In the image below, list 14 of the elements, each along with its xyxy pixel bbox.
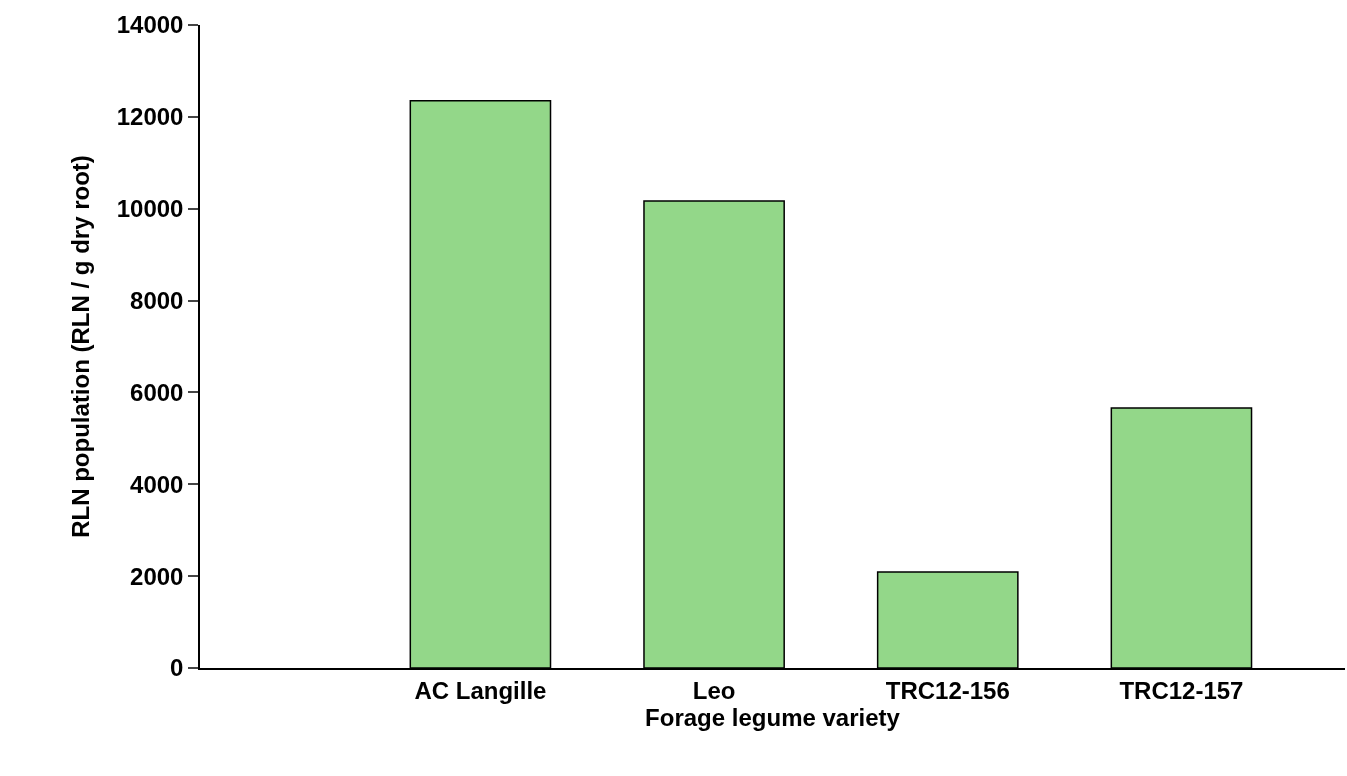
y-tick-label: 14000 bbox=[116, 11, 184, 39]
y-axis-title: RLN population (RLN / g dry root) bbox=[67, 155, 95, 538]
y-tick-label: 4000 bbox=[130, 470, 184, 498]
y-tick-label: 6000 bbox=[130, 378, 184, 406]
y-tick-label: 8000 bbox=[130, 286, 184, 314]
x-tick-label: Leo bbox=[692, 676, 736, 704]
y-tick-label: 12000 bbox=[116, 103, 184, 131]
x-tick-label: TRC12-156 bbox=[885, 676, 1010, 704]
y-tick-label: 10000 bbox=[116, 195, 184, 223]
y-tick-label: 2000 bbox=[130, 562, 184, 590]
x-axis-title: Forage legume variety bbox=[645, 703, 901, 731]
x-tick-label: AC Langille bbox=[414, 676, 547, 704]
x-tick-label: TRC12-157 bbox=[1119, 676, 1244, 704]
y-tick-label: 0 bbox=[170, 654, 184, 682]
